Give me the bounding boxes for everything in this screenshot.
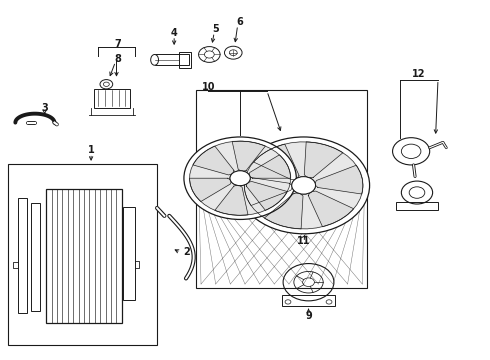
Text: 4: 4 bbox=[171, 28, 177, 38]
Polygon shape bbox=[304, 142, 363, 194]
Polygon shape bbox=[193, 141, 266, 175]
Text: 8: 8 bbox=[115, 54, 122, 64]
Text: 2: 2 bbox=[183, 247, 190, 257]
Bar bbox=[8, 164, 157, 345]
Ellipse shape bbox=[151, 54, 159, 65]
Circle shape bbox=[230, 171, 250, 186]
Bar bbox=[155, 54, 189, 65]
Polygon shape bbox=[245, 144, 299, 206]
Text: 5: 5 bbox=[212, 24, 219, 35]
Bar bbox=[282, 295, 335, 306]
Text: 9: 9 bbox=[305, 311, 312, 321]
Text: 7: 7 bbox=[115, 39, 122, 49]
Bar bbox=[123, 207, 135, 300]
Bar bbox=[94, 89, 130, 108]
Bar bbox=[396, 202, 438, 211]
Polygon shape bbox=[264, 191, 354, 229]
Bar bbox=[179, 52, 191, 68]
Text: 12: 12 bbox=[412, 69, 425, 79]
Circle shape bbox=[184, 137, 296, 220]
Text: 6: 6 bbox=[237, 17, 244, 27]
Polygon shape bbox=[253, 142, 343, 180]
Text: 10: 10 bbox=[201, 82, 215, 92]
Polygon shape bbox=[190, 178, 248, 215]
Polygon shape bbox=[308, 165, 363, 227]
Text: 11: 11 bbox=[297, 236, 310, 246]
Polygon shape bbox=[190, 146, 234, 202]
Bar bbox=[46, 189, 122, 323]
Text: 1: 1 bbox=[88, 144, 95, 154]
Circle shape bbox=[238, 137, 369, 234]
Bar bbox=[18, 198, 26, 313]
Polygon shape bbox=[246, 155, 291, 210]
Text: 3: 3 bbox=[41, 103, 48, 113]
Bar bbox=[31, 203, 40, 311]
Polygon shape bbox=[215, 181, 287, 215]
Circle shape bbox=[292, 177, 316, 194]
Polygon shape bbox=[245, 177, 303, 229]
Polygon shape bbox=[232, 141, 291, 178]
